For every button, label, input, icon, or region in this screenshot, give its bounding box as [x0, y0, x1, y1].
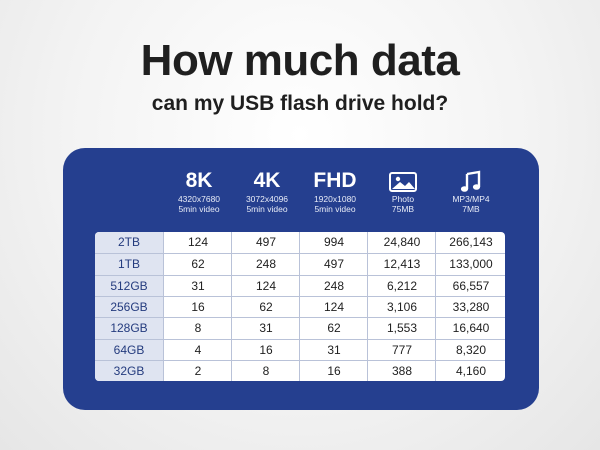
table-cell: 16	[231, 339, 300, 361]
column-header-duration: 5min video	[178, 204, 220, 214]
column-header-size: 7MB	[462, 204, 480, 214]
table-cell: 62	[231, 296, 300, 318]
table-cell: 16,640	[435, 318, 505, 340]
table-cell: 66,557	[435, 275, 505, 297]
column-header-audio: MP3/MP4 7MB	[438, 170, 504, 214]
table-cell: 124	[163, 232, 232, 253]
table-cell: 1,553	[367, 318, 436, 340]
table-row: 128GB 8 31 62 1,553 16,640	[95, 317, 505, 340]
table-cell: 62	[163, 254, 232, 276]
column-header-fhd: FHD 1920x1080 5min video	[302, 169, 368, 215]
table-cell: 497	[231, 232, 300, 253]
capacity-label: 1TB	[95, 254, 163, 276]
table-cell: 994	[299, 232, 368, 253]
table-cell: 33,280	[435, 296, 505, 318]
column-header-resolution: 4320x7680	[177, 194, 221, 204]
table-cell: 16	[163, 296, 232, 318]
capacity-label: 256GB	[95, 296, 163, 318]
table-cell: 6,212	[367, 275, 436, 297]
table-cell: 266,143	[435, 232, 505, 253]
table-cell: 133,000	[435, 254, 505, 276]
table-row: 256GB 16 62 124 3,106 33,280	[95, 295, 505, 318]
capacity-label: 512GB	[95, 275, 163, 297]
table-cell: 3,106	[367, 296, 436, 318]
page-title: How much data	[140, 36, 460, 85]
column-header-duration: 5min video	[246, 204, 288, 214]
capacity-label: 64GB	[95, 339, 163, 361]
table-cell: 4,160	[435, 360, 505, 381]
column-header-title: 8K	[185, 169, 213, 192]
table-row: 1TB 62 248 497 12,413 133,000	[95, 253, 505, 276]
table-cell: 248	[299, 275, 368, 297]
column-header-resolution: 1920x1080	[313, 194, 357, 204]
column-header-resolution: 3072x4096	[245, 194, 289, 204]
table-cell: 24,840	[367, 232, 436, 253]
table-cell: 248	[231, 254, 300, 276]
table-cell: 31	[299, 339, 368, 361]
table-row: 512GB 31 124 248 6,212 66,557	[95, 274, 505, 297]
music-note-icon	[438, 170, 504, 194]
table-row: 32GB 2 8 16 388 4,160	[95, 359, 505, 381]
capacity-table-panel: 8K 4320x7680 5min video 4K 3072x4096 5mi…	[63, 148, 539, 410]
column-header-size: 75MB	[391, 204, 415, 214]
column-header-type: Photo	[391, 194, 415, 204]
capacity-label: 128GB	[95, 318, 163, 340]
column-header-title: FHD	[313, 169, 357, 192]
table-cell: 777	[367, 339, 436, 361]
table-cell: 31	[163, 275, 232, 297]
capacity-label: 32GB	[95, 360, 163, 381]
table-cell: 497	[299, 254, 368, 276]
table-cell: 388	[367, 360, 436, 381]
table-cell: 12,413	[367, 254, 436, 276]
column-header-type: MP3/MP4	[452, 194, 490, 204]
column-header-8k: 8K 4320x7680 5min video	[166, 169, 232, 215]
table-cell: 8	[163, 318, 232, 340]
table-cell: 8	[231, 360, 300, 381]
column-header-duration: 5min video	[314, 204, 356, 214]
table-cell: 8,320	[435, 339, 505, 361]
table-cell: 124	[231, 275, 300, 297]
page-subtitle: can my USB flash drive hold?	[151, 92, 449, 115]
table-cell: 62	[299, 318, 368, 340]
table-cell: 31	[231, 318, 300, 340]
table-cell: 2	[163, 360, 232, 381]
capacity-label: 2TB	[95, 232, 163, 253]
table-cell: 124	[299, 296, 368, 318]
table-cell: 4	[163, 339, 232, 361]
column-header-title: 4K	[253, 169, 281, 192]
table-header: 8K 4320x7680 5min video 4K 3072x4096 5mi…	[63, 170, 539, 232]
capacity-table: 2TB 124 497 994 24,840 266,143 1TB 62 248 497 12,4…	[95, 232, 505, 381]
table-row: 2TB 124 497 994 24,840 266,143	[95, 232, 505, 253]
table-cell: 16	[299, 360, 368, 381]
column-header-4k: 4K 3072x4096 5min video	[234, 169, 300, 215]
column-header-photo: Photo 75MB	[370, 170, 436, 214]
table-row: 64GB 4 16 31 777 8,320	[95, 338, 505, 361]
image-icon	[370, 170, 436, 194]
